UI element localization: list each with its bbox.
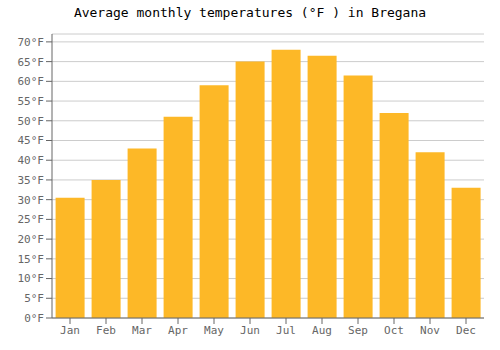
svg-text:Oct: Oct	[384, 324, 404, 337]
svg-text:Jan: Jan	[60, 324, 80, 337]
svg-text:25°F: 25°F	[18, 213, 45, 226]
svg-text:55°F: 55°F	[18, 95, 45, 108]
svg-text:15°F: 15°F	[18, 253, 45, 266]
svg-text:5°F: 5°F	[24, 292, 44, 305]
svg-text:10°F: 10°F	[18, 272, 45, 285]
svg-text:Apr: Apr	[168, 324, 188, 337]
svg-text:May: May	[204, 324, 224, 337]
svg-text:35°F: 35°F	[18, 174, 45, 187]
svg-text:Aug: Aug	[312, 324, 332, 337]
html-text:Average monthly temperatures (: Average monthly temperatures (°F ) in Br…	[73, 5, 427, 20]
svg-text:70°F: 70°F	[18, 36, 45, 49]
svg-text:Feb: Feb	[96, 324, 116, 337]
svg-text:60°F: 60°F	[18, 75, 45, 88]
svg-text:Jun: Jun	[240, 324, 260, 337]
svg-text:Sep: Sep	[348, 324, 368, 337]
svg-text:Nov: Nov	[420, 324, 440, 337]
svg-text:0°F: 0°F	[24, 312, 44, 325]
svg-text:65°F: 65°F	[18, 56, 45, 69]
svg-text:Mar: Mar	[132, 324, 152, 337]
svg-text:20°F: 20°F	[18, 233, 45, 246]
svg-text:30°F: 30°F	[18, 194, 45, 207]
svg-text:45°F: 45°F	[18, 134, 45, 147]
svg-text:Jul: Jul	[276, 324, 296, 337]
svg-text:40°F: 40°F	[18, 154, 45, 167]
svg-text:50°F: 50°F	[18, 115, 45, 128]
svg-text:Dec: Dec	[456, 324, 476, 337]
